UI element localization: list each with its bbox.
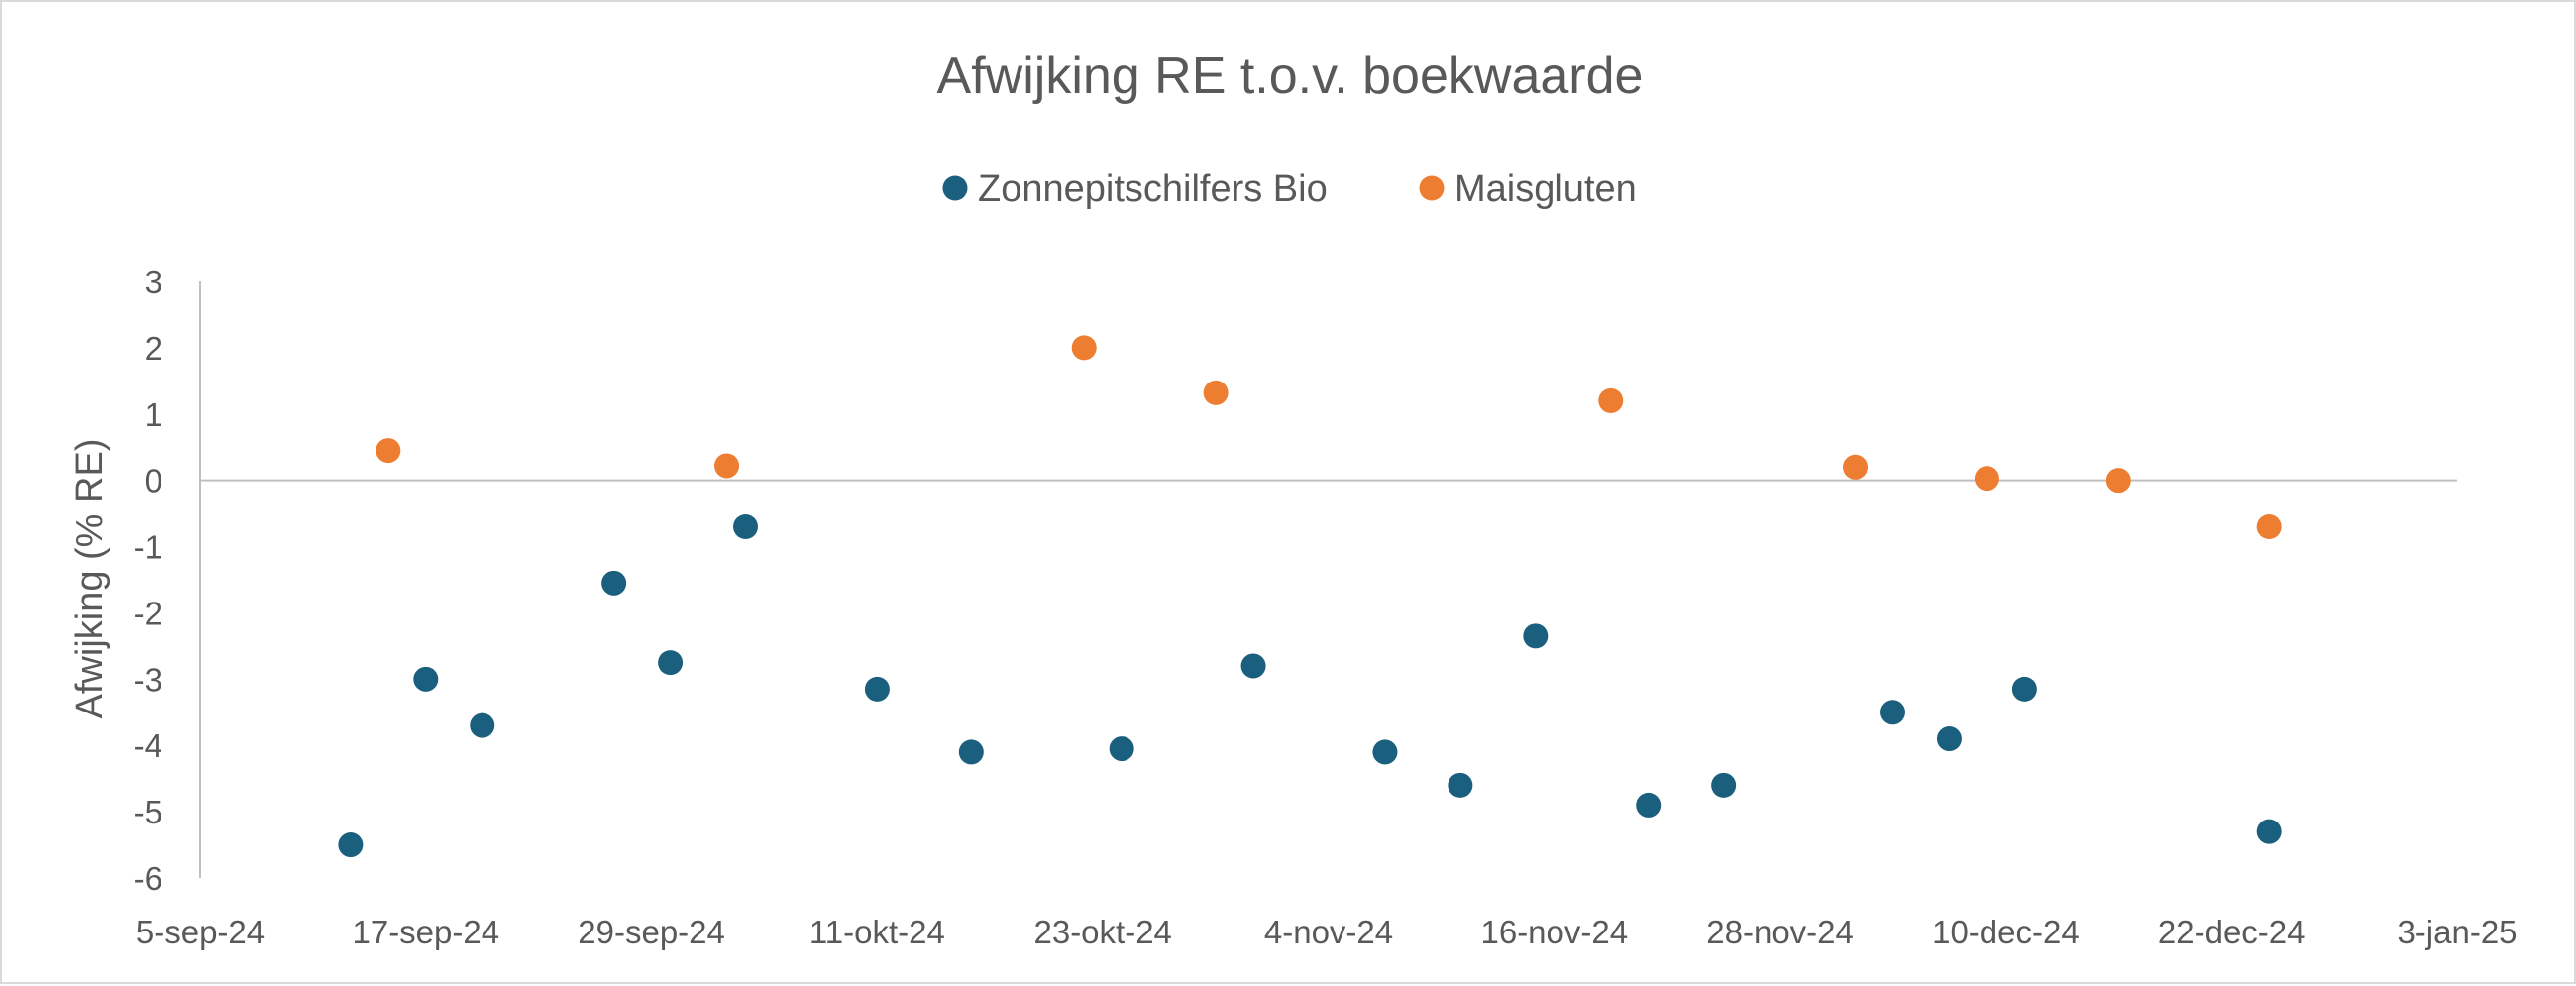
data-point [1880, 700, 1905, 725]
x-tick-label: 3-jan-25 [2397, 914, 2517, 950]
data-point [1936, 726, 1962, 752]
y-tick-label: -3 [134, 661, 162, 698]
x-tick-label: 22-dec-24 [2158, 914, 2306, 950]
x-tick-label: 28-nov-24 [1706, 914, 1854, 950]
data-point [658, 650, 684, 676]
data-point [2256, 513, 2282, 539]
y-axis-title: Afwijking (% RE) [69, 439, 111, 719]
x-tick-label: 23-okt-24 [1033, 914, 1171, 950]
data-point [413, 666, 439, 692]
data-point [470, 712, 495, 738]
x-axis-tick-labels: 5-sep-24 17-sep-24 29-sep-24 11-okt-24 23-ok… [136, 914, 2518, 950]
y-tick-label: 2 [145, 330, 162, 367]
y-tick-label: 0 [145, 463, 162, 499]
legend: Zonnepitschilfers Bio Maisgluten [942, 168, 1637, 210]
x-tick-label: 10-dec-24 [1932, 914, 2080, 950]
data-point [376, 438, 401, 464]
legend-marker [1419, 175, 1445, 201]
legend-label: Maisgluten [1454, 168, 1637, 210]
data-point [601, 570, 627, 596]
axes [199, 281, 2457, 878]
data-point [1636, 792, 1662, 818]
data-point [1711, 772, 1737, 798]
data-point [1843, 454, 1869, 480]
data-point [958, 739, 984, 765]
data-points [338, 335, 2282, 858]
x-tick-label: 11-okt-24 [809, 914, 945, 950]
x-tick-label: 17-sep-24 [352, 914, 499, 950]
y-tick-label: 3 [145, 264, 162, 300]
y-tick-label: 1 [145, 396, 162, 433]
data-point [714, 453, 740, 479]
data-point [864, 676, 890, 702]
data-point [1109, 736, 1134, 762]
data-point [1448, 772, 1473, 798]
data-point [1071, 335, 1097, 361]
series-1 [376, 335, 2282, 539]
data-point [2011, 676, 2037, 702]
data-point [1240, 653, 1266, 679]
x-tick-label: 29-sep-24 [578, 914, 725, 950]
data-point [2105, 468, 2131, 493]
data-point [1372, 739, 1398, 765]
data-point [1523, 623, 1549, 649]
y-tick-label: -4 [134, 727, 162, 764]
chart-title: Afwijking RE t.o.v. boekwaarde [937, 48, 1644, 105]
data-point [338, 832, 364, 858]
y-tick-label: -6 [134, 860, 162, 897]
y-tick-label: -2 [134, 595, 162, 631]
data-point [2256, 819, 2282, 844]
data-point [733, 513, 759, 539]
legend-marker [942, 175, 968, 201]
x-tick-label: 4-nov-24 [1264, 914, 1393, 950]
series-0 [338, 513, 2282, 858]
y-axis-tick-labels: 3 2 1 0 -1 -2 -3 -4 -5 -6 [134, 264, 162, 897]
data-point [1203, 380, 1229, 405]
legend-label: Zonnepitschilfers Bio [978, 168, 1328, 210]
y-tick-label: -1 [134, 529, 162, 566]
x-tick-label: 16-nov-24 [1480, 914, 1628, 950]
x-tick-label: 5-sep-24 [136, 914, 265, 950]
data-point [1598, 387, 1624, 413]
y-tick-label: -5 [134, 794, 162, 830]
data-point [1974, 466, 1999, 492]
